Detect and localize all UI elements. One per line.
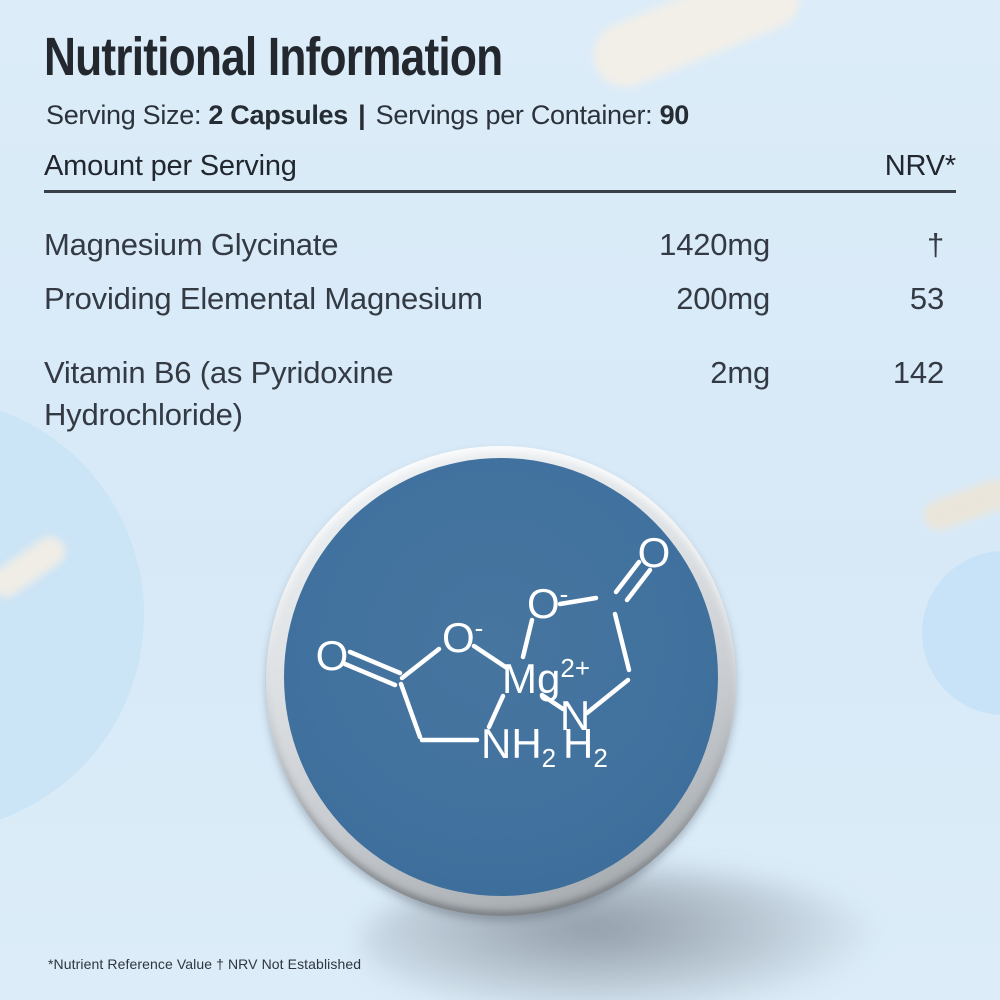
nutrient-amount: 200mg — [676, 281, 770, 316]
oxygen-double-right: O — [638, 529, 671, 576]
oxygen-minus-left: O- — [442, 613, 483, 661]
nutrient-name: Magnesium Glycinate — [44, 227, 339, 262]
nutrient-amount: 1420mg — [659, 227, 770, 262]
nutrient-amount: 2mg — [710, 355, 770, 390]
nutrient-name: Providing Elemental Magnesium — [44, 281, 483, 316]
table-row-elemental-magnesium: Providing Elemental Magnesium 200mg 53 — [44, 278, 956, 320]
servings-per-container-label: Servings per Container: — [375, 100, 653, 130]
nitrogen-right: N — [560, 692, 590, 739]
amine-group-left: NH2 — [481, 720, 556, 773]
serving-size-value: 2 Capsules — [208, 100, 348, 130]
nrv-column-header: NRV* — [884, 150, 956, 182]
table-row-magnesium-glycinate: Magnesium Glycinate 1420mg † — [44, 224, 956, 266]
serving-size-label: Serving Size: — [46, 100, 202, 130]
table-row-vitamin-b6: Vitamin B6 (as Pyridoxine Hydrochloride)… — [44, 352, 956, 436]
oxygen-minus-right: O- — [527, 579, 568, 627]
nutrient-nrv: 53 — [909, 281, 944, 316]
molecule-atom-labels: O O- O- O Mg2+ NH2 N H2 — [316, 529, 671, 773]
amount-column-header: Amount per Serving — [44, 150, 297, 182]
capsule-decoration-top-right — [583, 0, 811, 97]
nutrient-nrv: † — [926, 227, 944, 262]
capsule-decoration-right — [919, 475, 1000, 535]
amine-hydrogens-right: H2 — [563, 720, 608, 773]
nutrient-nrv: 142 — [892, 355, 944, 390]
supplement-lid: O O- O- O Mg2+ NH2 N H2 — [266, 446, 736, 916]
background-circle-right — [922, 551, 1000, 715]
serving-info: Serving Size: 2 Capsules | Servings per … — [46, 100, 689, 131]
page-title: Nutritional Information — [44, 27, 503, 87]
nrv-footnote: *Nutrient Reference Value † NRV Not Esta… — [48, 956, 362, 972]
servings-per-container-value: 90 — [659, 100, 690, 130]
oxygen-double-left: O — [316, 632, 349, 679]
nutrient-name: Vitamin B6 (as Pyridoxine Hydrochloride) — [44, 355, 394, 432]
nutrient-table: Magnesium Glycinate 1420mg † Providing E… — [44, 224, 956, 448]
table-header: Amount per Serving NRV* — [44, 150, 956, 183]
header-divider — [44, 190, 956, 193]
molecule-bonds — [342, 559, 653, 743]
background-circle-left — [0, 398, 144, 832]
lid-label-face — [284, 458, 718, 896]
magnesium-ion: Mg2+ — [502, 653, 590, 702]
serving-separator: | — [358, 100, 366, 130]
magnesium-glycinate-structure: O O- O- O Mg2+ NH2 N H2 — [316, 529, 671, 773]
